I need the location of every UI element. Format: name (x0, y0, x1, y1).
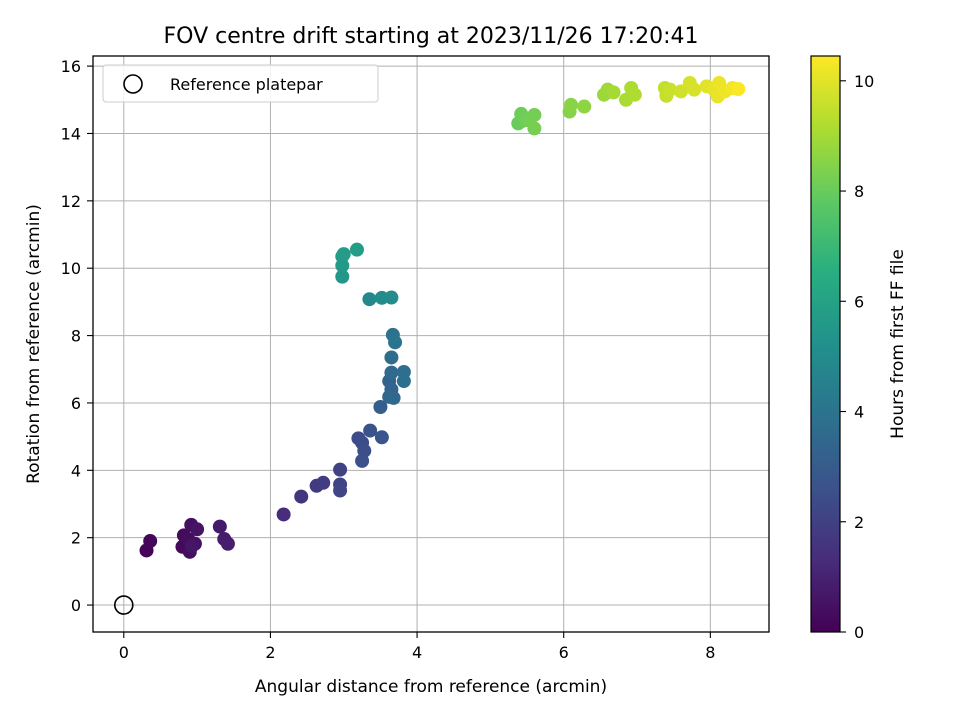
data-point (143, 534, 158, 549)
data-point (527, 107, 542, 122)
data-point (627, 87, 642, 102)
data-point (363, 423, 378, 438)
data-point (396, 374, 411, 389)
data-point (674, 84, 689, 99)
data-point (333, 462, 348, 477)
data-point (276, 507, 291, 522)
data-point (384, 350, 399, 365)
data-point (335, 269, 350, 284)
colorbar-frame (810, 55, 841, 633)
data-point (384, 290, 399, 305)
data-point (663, 82, 678, 97)
x-tick-label: 4 (412, 643, 422, 662)
data-point (212, 519, 227, 534)
y-tick-label: 14 (61, 124, 81, 143)
y-axis-label: Rotation from reference (arcmin) (24, 204, 44, 484)
colorbar-label: Hours from first FF file (888, 249, 908, 439)
colorbar: 0 2 4 6 8 10 Hours from first FF file (810, 55, 908, 642)
data-point (190, 522, 205, 537)
y-tick-label: 0 (71, 596, 81, 615)
data-point (606, 85, 621, 100)
y-tick-label: 2 (71, 529, 81, 548)
y-axis-ticks: 0 2 4 6 8 10 12 14 16 (61, 57, 93, 615)
y-tick-label: 4 (71, 461, 81, 480)
colorbar-tick-label: 4 (854, 403, 864, 422)
data-point (386, 390, 401, 405)
data-point (384, 365, 399, 380)
colorbar-tick-label: 2 (854, 513, 864, 532)
data-point (362, 292, 377, 307)
data-point (316, 475, 331, 490)
y-tick-label: 10 (61, 259, 81, 278)
data-point (373, 399, 388, 414)
plot-frame (92, 55, 770, 633)
legend: Reference platepar (102, 64, 379, 103)
legend-entry-reference-platepar: Reference platepar (170, 75, 323, 94)
chart-title: FOV centre drift starting at 2023/11/26 … (164, 24, 699, 49)
data-point (577, 99, 592, 114)
x-axis-label: Angular distance from reference (arcmin) (255, 677, 607, 697)
data-point (374, 430, 389, 445)
legend-marker (123, 74, 143, 94)
data-point (336, 247, 351, 262)
y-tick-label: 8 (71, 327, 81, 346)
colorbar-ticks: 0 2 4 6 8 10 (840, 72, 874, 642)
data-point (294, 489, 309, 504)
data-point (731, 82, 746, 97)
x-tick-label: 8 (705, 643, 715, 662)
x-tick-label: 6 (559, 643, 569, 662)
legend-box (102, 64, 379, 103)
x-tick-label: 0 (119, 643, 129, 662)
reference-platepar-marker (113, 595, 134, 615)
data-points (139, 75, 746, 559)
colorbar-tick-label: 8 (854, 182, 864, 201)
y-tick-label: 12 (61, 192, 81, 211)
y-tick-label: 16 (61, 57, 81, 76)
data-point (388, 335, 403, 350)
x-axis-ticks: 0 2 4 6 8 (119, 632, 715, 662)
y-tick-label: 6 (71, 394, 81, 413)
data-point (687, 82, 702, 97)
colorbar-tick-label: 0 (854, 623, 864, 642)
data-point (220, 536, 235, 551)
colorbar-tick-label: 10 (854, 72, 874, 91)
grid (93, 56, 769, 632)
colorbar-gradient (811, 56, 840, 632)
data-point (564, 97, 579, 112)
data-point (349, 242, 364, 257)
data-point (184, 539, 199, 554)
data-point (333, 483, 348, 498)
data-point (355, 453, 370, 468)
data-point (527, 121, 542, 136)
colorbar-tick-label: 6 (854, 292, 864, 311)
x-tick-label: 2 (265, 643, 275, 662)
